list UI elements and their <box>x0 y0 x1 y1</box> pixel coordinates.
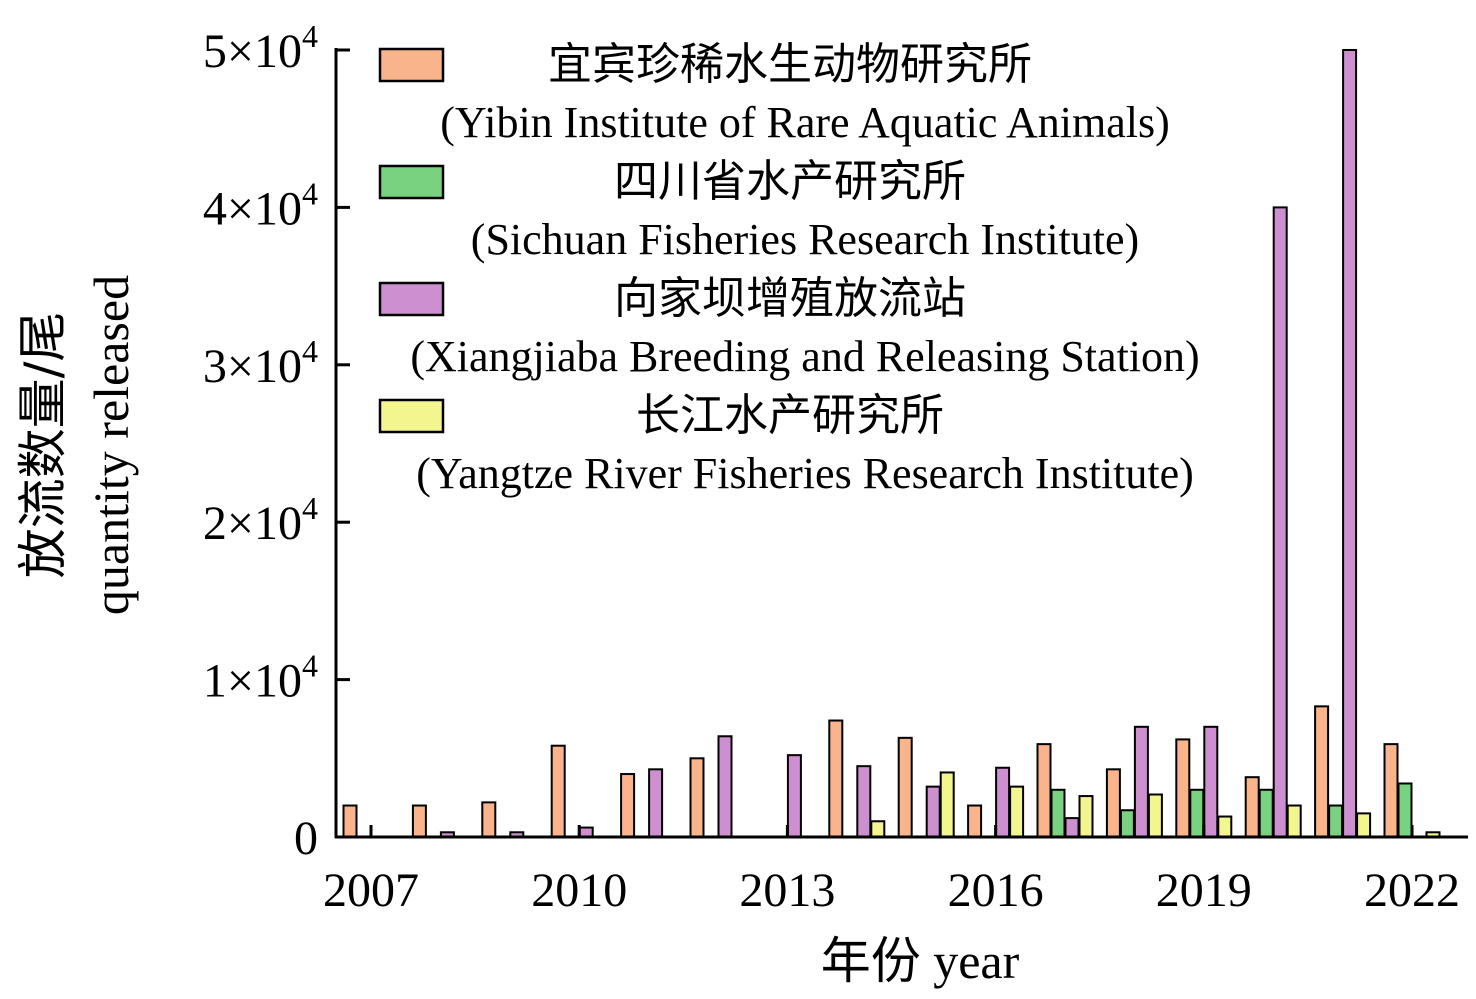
bar-2010-series-1 <box>550 744 566 839</box>
bar-2008-series-1 <box>411 804 427 839</box>
axes-group: 0 1×104 2×104 3×104 4×104 5×104 2007 2010 2013 20… <box>203 18 1468 917</box>
bar-2020-series-3 <box>1272 206 1288 838</box>
bar-2021-series-3 <box>1342 49 1358 838</box>
x-tick-label: 2007 <box>323 864 419 917</box>
legend-label-en-1: (Yibin Institute of Rare Aquatic Animals… <box>440 98 1170 147</box>
legend-swatch-1 <box>378 47 445 83</box>
legend-label-en-2: (Sichuan Fisheries Research Institute) <box>471 215 1139 264</box>
bar-2019-series-1 <box>1175 738 1191 838</box>
bar-2020-series-4 <box>1286 804 1302 839</box>
y-tick-label: 1×104 <box>203 648 318 708</box>
bar-2016-series-1 <box>967 804 983 839</box>
bar-2019-series-3 <box>1203 725 1219 839</box>
bar-2011-series-3 <box>648 768 664 838</box>
bar-2020-series-2 <box>1258 788 1274 839</box>
legend-label-cn-4: 长江水产研究所 <box>636 390 944 441</box>
x-tick-label: 2019 <box>1156 864 1252 917</box>
bar-2016-series-3 <box>995 766 1011 839</box>
bar-2019-series-2 <box>1189 788 1205 839</box>
bar-2007-series-1 <box>342 804 358 839</box>
bar-2011-series-1 <box>620 773 636 838</box>
y-tick-label: 0 <box>294 812 318 865</box>
bar-2019-series-4 <box>1217 815 1233 839</box>
x-tick-label: 2016 <box>948 864 1044 917</box>
y-tick-label: 4×104 <box>203 175 318 235</box>
y-tick-label: 5×104 <box>203 18 318 78</box>
bar-2015-series-3 <box>925 785 941 839</box>
legend-swatch-2 <box>378 164 445 200</box>
bar-2020-series-1 <box>1244 776 1260 838</box>
x-axis-title: 年份 year <box>821 933 1020 989</box>
bar-2021-series-4 <box>1356 812 1372 839</box>
axis-labels: 年份 year 放流数量/尾 quantity released <box>14 275 1020 989</box>
bar-2022-series-2 <box>1397 782 1413 839</box>
legend-label-en-3: (Xiangjiaba Breeding and Releasing Stati… <box>410 332 1199 381</box>
bar-2015-series-4 <box>939 771 955 838</box>
bar-2017-series-4 <box>1078 795 1094 838</box>
bar-2009-series-1 <box>481 801 497 839</box>
bar-2018-series-4 <box>1147 793 1163 839</box>
bar-2013-series-3 <box>786 754 802 838</box>
bar-2017-series-1 <box>1036 743 1052 838</box>
bar-2012-series-3 <box>717 735 733 838</box>
y-axis-title-en: quantity released <box>83 275 139 615</box>
bar-2014-series-4 <box>870 820 886 839</box>
bar-2022-series-1 <box>1383 743 1399 838</box>
legend-swatch-3 <box>378 281 445 317</box>
bar-2014-series-3 <box>856 765 872 838</box>
bar-2017-series-2 <box>1050 788 1066 839</box>
bar-2018-series-3 <box>1133 725 1149 839</box>
bar-2018-series-1 <box>1105 768 1121 838</box>
legend-swatch-4 <box>378 398 445 434</box>
x-tick-label: 2022 <box>1364 864 1460 917</box>
legend-label-cn-1: 宜宾珍稀水生动物研究所 <box>548 39 1032 90</box>
legend-label-cn-2: 四川省水产研究所 <box>614 156 966 207</box>
bar-2015-series-1 <box>897 736 913 839</box>
y-tick-label: 2×104 <box>203 490 318 550</box>
y-tick-label: 3×104 <box>203 333 318 393</box>
legend-label-en-4: (Yangtze River Fisheries Research Instit… <box>416 449 1194 498</box>
legend-label-cn-3: 向家坝增殖放流站 <box>614 273 966 324</box>
bar-2021-series-2 <box>1328 804 1344 839</box>
bar-2012-series-1 <box>689 757 705 838</box>
bar-2017-series-3 <box>1064 817 1080 838</box>
y-axis-title-cn: 放流数量/尾 <box>14 312 72 579</box>
bar-2021-series-1 <box>1314 705 1330 838</box>
bar-2018-series-2 <box>1119 809 1135 839</box>
bars-group <box>342 49 1441 839</box>
bar-2014-series-1 <box>828 719 844 838</box>
bar-2016-series-4 <box>1009 785 1025 839</box>
legend: 宜宾珍稀水生动物研究所 (Yibin Institute of Rare Aqua… <box>378 39 1200 498</box>
x-tick-label: 2010 <box>531 864 627 917</box>
x-tick-label: 2013 <box>739 864 835 917</box>
